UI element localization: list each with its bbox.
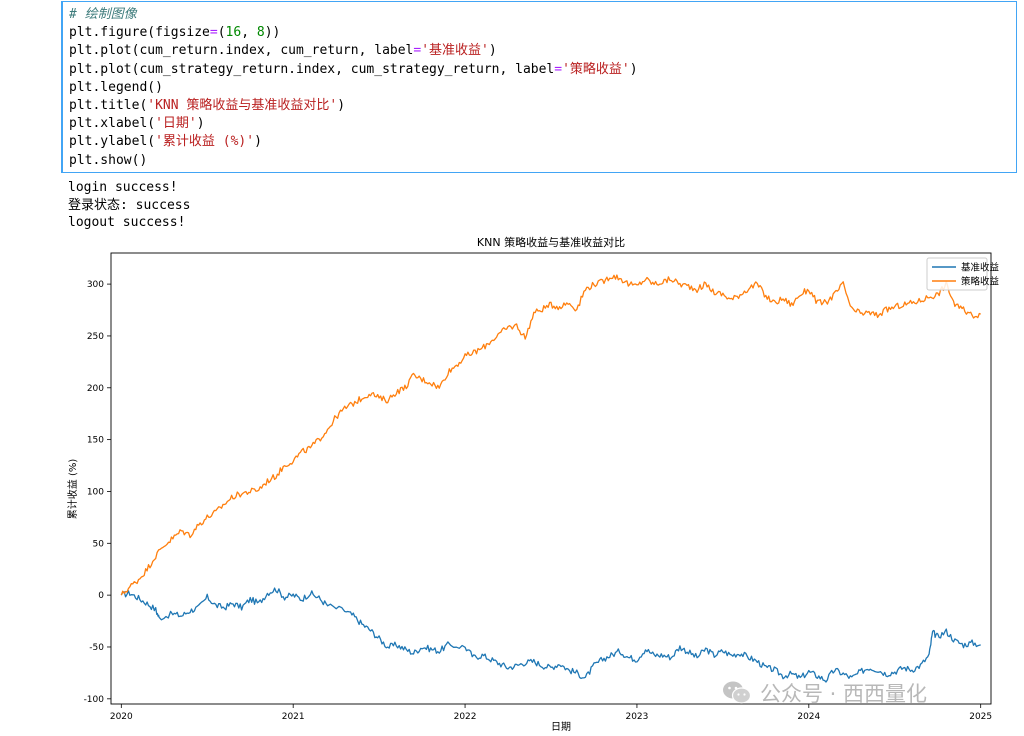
code-token: ) <box>629 61 638 77</box>
x-tick-label: 2022 <box>454 712 477 722</box>
y-tick-label: -100 <box>84 695 105 705</box>
code-line: plt.show() <box>69 152 1016 170</box>
code-token: = <box>413 43 422 59</box>
x-tick-label: 2023 <box>625 712 648 722</box>
y-tick-label: 100 <box>87 487 104 497</box>
code-token: plt.show() <box>69 152 148 168</box>
code-line: # 绘制图像 <box>69 6 1016 24</box>
legend-box <box>926 257 988 291</box>
code-token: plt.legend() <box>69 79 163 95</box>
y-tick-label: 50 <box>93 539 105 549</box>
code-token: plt.figure(figsize <box>69 25 210 41</box>
code-token: 'KNN 策略收益与基准收益对比' <box>147 98 338 114</box>
code-token: ) <box>196 116 205 132</box>
code-token: '策略收益' <box>562 61 630 77</box>
output-line: logout success! <box>68 215 186 230</box>
code-line: plt.legend() <box>69 79 1016 97</box>
code-token: ( <box>217 25 226 41</box>
code-token: ) <box>337 98 346 114</box>
x-tick-label: 2020 <box>110 712 133 722</box>
code-token: ) <box>254 134 262 150</box>
code-cell[interactable]: # 绘制图像 plt.figure(figsize=(16, 8)) plt.plo… <box>61 1 1017 173</box>
code-token: )) <box>264 25 281 41</box>
y-tick-label: 0 <box>98 591 104 601</box>
series-line-1 <box>120 274 981 596</box>
watermark: 公众号 · 西西量化 <box>722 678 927 708</box>
wechat-icon <box>723 681 752 704</box>
output-line: login success! <box>68 180 178 195</box>
y-tick-label: 200 <box>87 384 104 394</box>
plot-area-frame <box>110 252 992 705</box>
x-tick-label: 2024 <box>797 712 820 722</box>
x-axis-label: 日期 <box>551 721 571 733</box>
code-token: plt.ylabel( <box>69 134 156 150</box>
code-token: plt.plot(cum_return.index, cum_return, l… <box>69 43 414 59</box>
code-line: plt.title('KNN 策略收益与基准收益对比') <box>69 97 1016 115</box>
cell-output: login success! 登录状态: success logout succes… <box>68 179 190 232</box>
chart-title: KNN 策略收益与基准收益对比 <box>477 235 625 249</box>
code-token: plt.title( <box>69 98 148 114</box>
legend-label: 基准收益 <box>961 262 1000 274</box>
code-token: 16 <box>225 25 242 41</box>
code-token: , <box>241 25 257 41</box>
code-token: '累计收益 (%)' <box>155 134 255 150</box>
y-tick-label: -50 <box>89 643 104 653</box>
code-token: 8 <box>256 25 265 41</box>
code-token: # 绘制图像 <box>69 7 137 22</box>
code-token: plt.plot(cum_strategy_return.index, cum_… <box>69 61 555 77</box>
y-tick-label: 250 <box>87 332 104 342</box>
code-token: '基准收益' <box>421 43 489 59</box>
series-line-0 <box>120 587 981 683</box>
code-editor[interactable]: # 绘制图像 plt.figure(figsize=(16, 8)) plt.plo… <box>63 2 1016 170</box>
code-line: plt.ylabel('累计收益 (%)') <box>69 133 1016 151</box>
code-token: = <box>209 25 218 41</box>
code-token: ) <box>488 43 497 59</box>
y-tick-label: 300 <box>87 280 104 290</box>
output-line: 登录状态: success <box>68 197 191 213</box>
legend-label: 策略收益 <box>961 276 1000 288</box>
y-tick-label: 150 <box>87 436 104 446</box>
code-line: plt.figure(figsize=(16, 8)) <box>69 24 1016 42</box>
code-token: plt.xlabel( <box>69 116 156 132</box>
code-line: plt.plot(cum_return.index, cum_return, l… <box>69 42 1016 60</box>
watermark-text: 公众号 · 西西量化 <box>760 682 928 706</box>
code-token: '日期' <box>155 116 197 132</box>
code-token: = <box>554 61 563 77</box>
x-tick-label: 2025 <box>969 712 992 722</box>
code-line: plt.plot(cum_strategy_return.index, cum_… <box>69 61 1016 79</box>
y-axis-label: 累计收益 (%) <box>66 459 79 520</box>
code-line: plt.xlabel('日期') <box>69 115 1016 133</box>
x-tick-label: 2021 <box>282 712 305 722</box>
